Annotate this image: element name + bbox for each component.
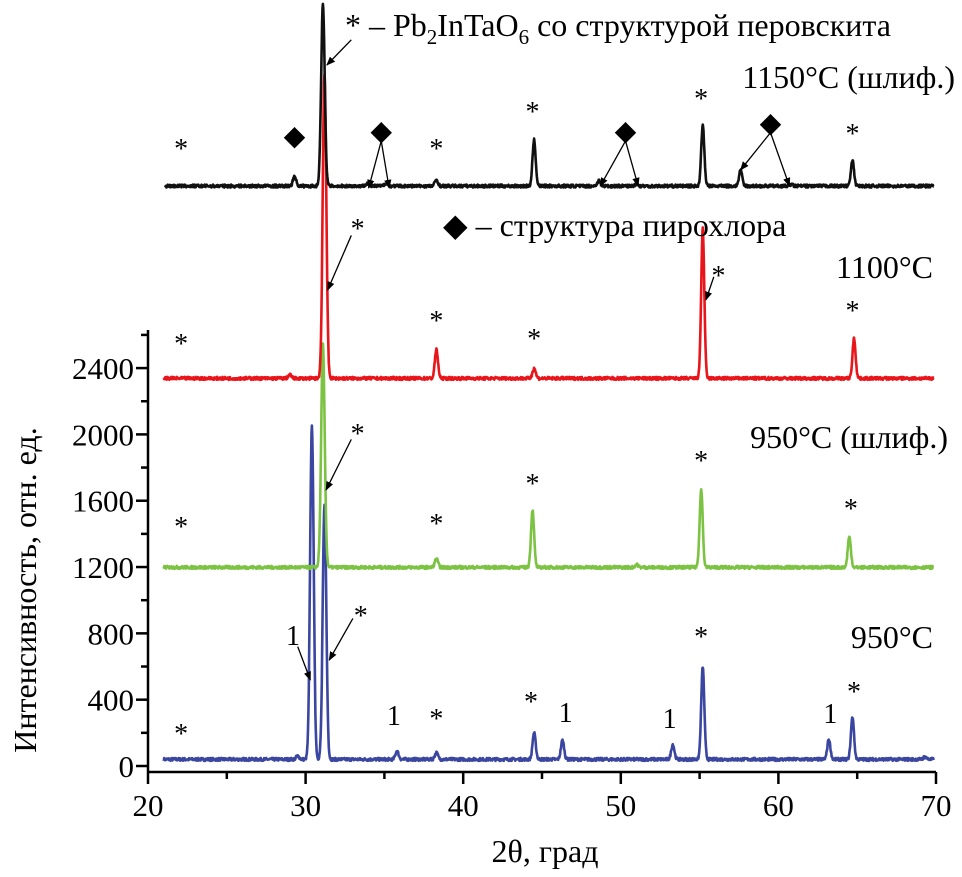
axes: 20 30 40 50 60 70 0 400 800 1200 1600 2000 2400: [72, 330, 952, 823]
annotations: * ◆ ◆ * * ◆ * ◆ * * * * * * * * * * * * * * 1 * 1 * * 1 1 * 1 *: [174, 39, 861, 750]
annotation-arrow: [769, 132, 791, 187]
perovskite-marker: *: [174, 134, 188, 165]
pyrochlore-marker: ◆: [370, 116, 392, 147]
y-tick-label: 1200: [72, 550, 134, 585]
perovskite-marker: *: [847, 677, 861, 708]
x-tick-label: 40: [448, 788, 479, 823]
perovskite-marker: *: [429, 134, 443, 165]
annotation-arrow: [297, 646, 311, 681]
perovskite-marker: *: [694, 446, 708, 477]
annotation-arrow: [740, 132, 772, 171]
annotation-arrow: [380, 140, 392, 189]
y-tick-label: 800: [88, 616, 135, 651]
annotation-arrow: [325, 439, 352, 491]
perovskite-marker: *: [429, 306, 443, 337]
series-line-950-C-шлиф-: [162, 342, 935, 571]
perovskite-marker: *: [694, 622, 708, 653]
x-tick-label: 70: [921, 788, 952, 823]
label-1150: 1150°C (шлиф.): [742, 59, 955, 95]
label-950-polished: 950°C (шлиф.): [750, 419, 948, 455]
series-line-1100-C: [162, 73, 935, 382]
perovskite-marker: *: [526, 97, 540, 128]
y-tick-label: 400: [88, 683, 135, 718]
perovskite-marker: *: [174, 329, 188, 360]
perovskite-marker: *: [174, 719, 188, 750]
y-tick-label: 1600: [72, 484, 134, 519]
x-axis-label: 2θ, град: [492, 833, 599, 869]
y-tick-label: 2400: [72, 351, 134, 386]
perovskite-marker: *: [526, 469, 540, 500]
annotation-arrow: [327, 235, 352, 291]
perovskite-marker: *: [527, 324, 541, 355]
x-tick-label: 20: [133, 788, 164, 823]
y-tick-label: 2000: [72, 417, 134, 452]
x-tick-label: 30: [290, 788, 321, 823]
phase-1-marker: 1: [823, 699, 837, 730]
legend-pyrochlore: ◆ – структура пирохлора: [443, 207, 786, 243]
perovskite-marker: *: [845, 119, 859, 150]
perovskite-marker: *: [174, 512, 188, 543]
phase-1-marker: 1: [286, 621, 300, 652]
perovskite-marker: *: [354, 601, 368, 632]
perovskite-marker: *: [844, 494, 858, 525]
annotation-arrow: [705, 276, 715, 301]
legend-perovskite: * – Pb2InTaO6 со структурой перовскита: [345, 7, 891, 49]
perovskite-marker: *: [845, 296, 859, 327]
label-950: 950°C: [851, 619, 933, 655]
curves: [162, 2, 935, 763]
x-tick-label: 60: [763, 788, 794, 823]
series-line-950-C: [162, 424, 935, 763]
perovskite-marker: *: [429, 704, 443, 735]
perovskite-marker: *: [429, 509, 443, 540]
annotation-arrow: [326, 39, 352, 66]
series-line-1150-C-шлиф-: [164, 2, 935, 189]
annotation-arrow: [599, 140, 627, 187]
y-axis-label: Интенсивность, отн. ед.: [7, 427, 43, 752]
annotation-arrow: [328, 618, 354, 661]
pyrochlore-marker: ◆: [615, 116, 637, 147]
x-tick-label: 50: [605, 788, 636, 823]
phase-1-marker: 1: [559, 698, 573, 729]
annotation-arrow: [367, 140, 382, 189]
label-1100: 1100°C: [836, 249, 933, 285]
perovskite-marker: *: [712, 261, 726, 292]
phase-1-marker: 1: [663, 704, 677, 735]
y-tick-label: 0: [119, 749, 135, 784]
perovskite-marker: *: [694, 84, 708, 115]
perovskite-marker: *: [524, 687, 538, 718]
pyrochlore-marker: ◆: [284, 121, 306, 152]
phase-1-marker: 1: [387, 701, 401, 732]
perovskite-marker: *: [351, 419, 365, 450]
perovskite-marker: *: [351, 214, 365, 245]
annotation-arrow: [624, 140, 640, 187]
pyrochlore-marker: ◆: [760, 108, 782, 139]
